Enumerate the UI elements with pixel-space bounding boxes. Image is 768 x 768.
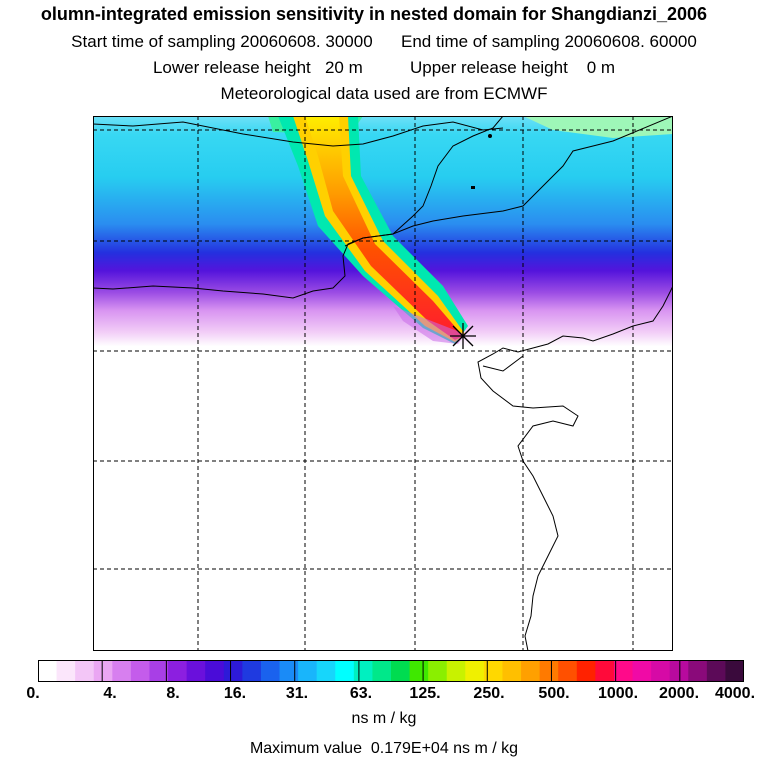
colorbar-tick: 31. xyxy=(285,685,309,702)
colorbar-swatch xyxy=(725,660,744,682)
colorbar-swatch xyxy=(539,660,559,682)
colorbar-swatch xyxy=(409,660,429,682)
colorbar-tick: 250. xyxy=(473,685,505,702)
colorbar-swatch xyxy=(316,660,336,682)
colorbar-swatch xyxy=(632,660,652,682)
colorbar-swatch xyxy=(205,660,225,682)
upper-release-height: Upper release height 0 m xyxy=(409,58,616,77)
island-marker xyxy=(488,134,492,138)
colorbar-swatch xyxy=(651,660,671,682)
colorbar-swatch xyxy=(242,660,262,682)
colorbar-swatch xyxy=(669,660,689,682)
colorbar xyxy=(38,660,744,682)
colorbar-tick: 16. xyxy=(223,685,247,702)
colorbar-tick: 500. xyxy=(538,685,570,702)
colorbar-swatch xyxy=(706,660,726,682)
colorbar-swatch xyxy=(521,660,541,682)
colorbar-swatch xyxy=(298,660,318,682)
colorbar-tick: 4. xyxy=(103,685,117,702)
colorbar-swatch xyxy=(223,660,243,682)
start-time: Start time of sampling 20060608. 30000 xyxy=(71,32,373,51)
maximum-value: Maximum value 0.179E+04 ns m / kg xyxy=(249,740,519,757)
colorbar-swatch xyxy=(502,660,522,682)
coastlines xyxy=(92,115,674,652)
colorbar-tick: 1000. xyxy=(597,685,639,702)
colorbar-unit: ns m / kg xyxy=(351,710,417,727)
colorbar-swatch xyxy=(168,660,188,682)
colorbar-swatch xyxy=(483,660,503,682)
gridlines xyxy=(93,116,673,651)
colorbar-tick: 63. xyxy=(349,685,373,702)
colorbar-swatch xyxy=(112,660,132,682)
map-panel xyxy=(92,115,674,652)
map-frame xyxy=(93,116,673,651)
sensitivity-map xyxy=(92,115,674,652)
plot-title: olumn-integrated emission sensitivity in… xyxy=(40,4,708,24)
colorbar-tick: 0. xyxy=(26,685,40,702)
colorbar-tick: 2000. xyxy=(658,685,700,702)
field-empty xyxy=(93,352,673,652)
colorbar-swatch xyxy=(130,660,150,682)
release-height-line: Lower release height 20 m Upper release … xyxy=(0,58,768,78)
colorbar-swatch xyxy=(56,660,76,682)
colorbar-swatch xyxy=(558,660,578,682)
colorbar-swatch xyxy=(576,660,596,682)
field-patch-northeast xyxy=(523,116,673,138)
colorbar-swatch xyxy=(93,660,113,682)
colorbar-swatch xyxy=(186,660,206,682)
colorbar-tick: 8. xyxy=(166,685,180,702)
colorbar-swatch xyxy=(613,660,634,682)
island-marker xyxy=(471,186,475,189)
colorbar-tick: 4000. xyxy=(714,685,756,702)
colorbar-swatch xyxy=(465,660,485,682)
colorbar-swatch xyxy=(38,660,58,682)
colorbar-swatch xyxy=(688,660,708,682)
colorbar-swatch xyxy=(335,660,355,682)
colorbar-swatch xyxy=(372,660,392,682)
met-data-line: Meteorological data used are from ECMWF xyxy=(220,84,548,103)
colorbar-swatch xyxy=(595,660,615,682)
plume-core xyxy=(305,116,463,340)
colorbar-swatch xyxy=(391,660,411,682)
colorbar-swatch xyxy=(353,660,373,682)
sampling-time-line: Start time of sampling 20060608. 30000 E… xyxy=(0,32,768,52)
plume-tail xyxy=(393,306,465,344)
colorbar-frame xyxy=(38,660,744,682)
colorbar-swatch xyxy=(428,660,448,682)
colorbar-swatch xyxy=(260,660,281,682)
colorbar-swatch xyxy=(75,660,95,682)
end-time: End time of sampling 20060608. 60000 xyxy=(401,32,697,51)
colorbar-swatch xyxy=(446,660,466,682)
receptor-star xyxy=(450,323,476,349)
colorbar-swatch xyxy=(149,660,169,682)
lower-release-height: Lower release height 20 m xyxy=(152,58,363,77)
colorbar-swatch xyxy=(279,660,299,682)
colorbar-tick: 125. xyxy=(409,685,441,702)
